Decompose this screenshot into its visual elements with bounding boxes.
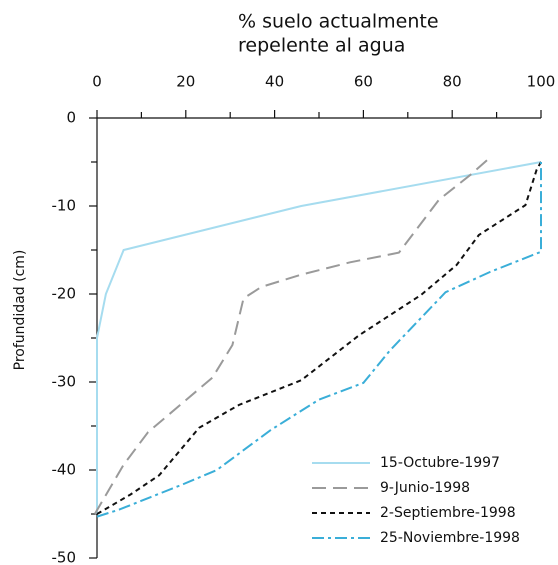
x-tick-label: 0	[92, 73, 102, 91]
x-axis-label: repelente al agua	[238, 35, 405, 57]
series-line	[96, 162, 542, 518]
legend-label: 9-Junio-1998	[380, 480, 470, 496]
y-tick-label: -10	[52, 197, 77, 215]
x-tick-label: 60	[354, 73, 373, 91]
y-tick-label: -20	[52, 285, 77, 303]
x-tick-label: 100	[527, 73, 556, 91]
legend-label: 15-Octubre-1997	[380, 455, 500, 471]
x-axis-label: % suelo actualmente	[238, 11, 439, 33]
y-tick-label: -30	[52, 373, 77, 391]
y-tick-label: 0	[66, 109, 76, 127]
series-line	[96, 161, 542, 514]
x-tick-label: 40	[265, 73, 284, 91]
legend-label: 2-Septiembre-1998	[380, 505, 516, 521]
x-tick-label: 80	[443, 73, 462, 91]
legend-label: 25-Noviembre-1998	[380, 530, 520, 546]
series-line	[93, 156, 491, 515]
y-tick-label: -40	[52, 461, 77, 479]
y-tick-label: -50	[52, 549, 77, 565]
series-line	[96, 161, 542, 515]
x-tick-label: 20	[176, 73, 195, 91]
y-axis-label: Profundidad (cm)	[12, 250, 28, 371]
